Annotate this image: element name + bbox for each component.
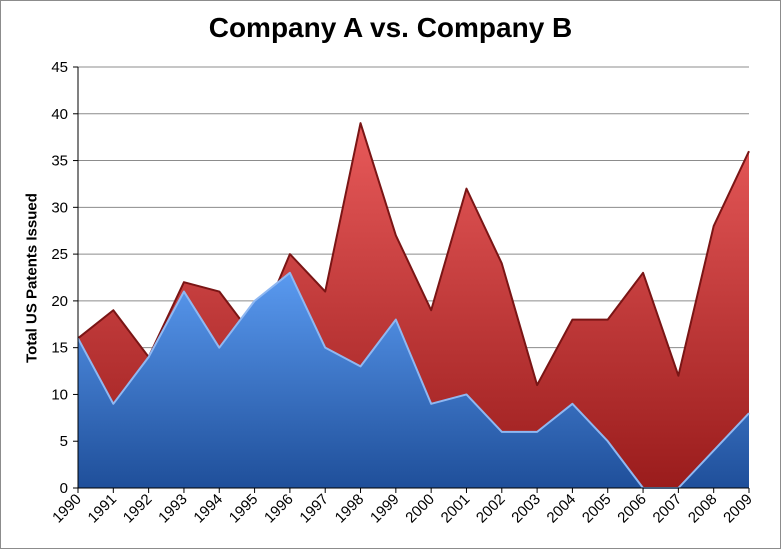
series-area-2	[78, 272, 749, 488]
y-tick-label: 40	[51, 106, 68, 123]
y-tick-label: 15	[51, 340, 68, 357]
x-tick-label: 2006	[614, 491, 650, 527]
series-edge-2	[77, 271, 750, 489]
x-tick-label: 1996	[261, 491, 297, 527]
x-tick-label: 1991	[85, 491, 121, 527]
series-areas	[77, 122, 750, 489]
series-edge-1	[77, 122, 750, 387]
x-tick-label: 1992	[120, 491, 156, 527]
y-tick-label: 45	[51, 59, 68, 76]
y-tick-label: 5	[60, 433, 68, 450]
x-tick-label: 1993	[155, 491, 191, 527]
x-tick-label: 2002	[473, 491, 509, 527]
x-tick-label: 2003	[508, 491, 544, 527]
y-tick-label: 35	[51, 153, 68, 170]
y-tick-label: 20	[51, 293, 68, 310]
x-tick-label: 1994	[190, 491, 226, 527]
y-tick-label: 10	[51, 386, 68, 403]
x-tick-label: 2008	[685, 491, 721, 527]
axes	[77, 67, 749, 489]
y-tick-label: 0	[60, 480, 68, 497]
x-tick-label: 1995	[226, 491, 262, 527]
x-tick-label: 1990	[49, 491, 85, 527]
x-tick-label: 2009	[720, 491, 756, 527]
x-tick-label: 1998	[332, 491, 368, 527]
x-tick-labels: 1990 1991 1992 1993 1994 1995 1996 1997 1998 1999…	[49, 488, 756, 526]
x-tick-label: 2005	[579, 491, 615, 527]
y-tick-label: 30	[51, 199, 68, 216]
x-tick-label: 2004	[544, 491, 580, 527]
x-tick-label: 2001	[438, 491, 474, 527]
y-tick-label: 25	[51, 246, 68, 263]
x-tick-label: 1997	[296, 491, 332, 527]
x-tick-label: 1999	[367, 491, 403, 527]
y-tick-labels: 0 5 10 15 20 25 30 35 40 45	[51, 59, 78, 497]
x-tick-label: 2007	[650, 491, 686, 527]
x-tick-label: 2000	[402, 491, 438, 527]
chart-title: Company A vs. Company B	[208, 12, 573, 43]
